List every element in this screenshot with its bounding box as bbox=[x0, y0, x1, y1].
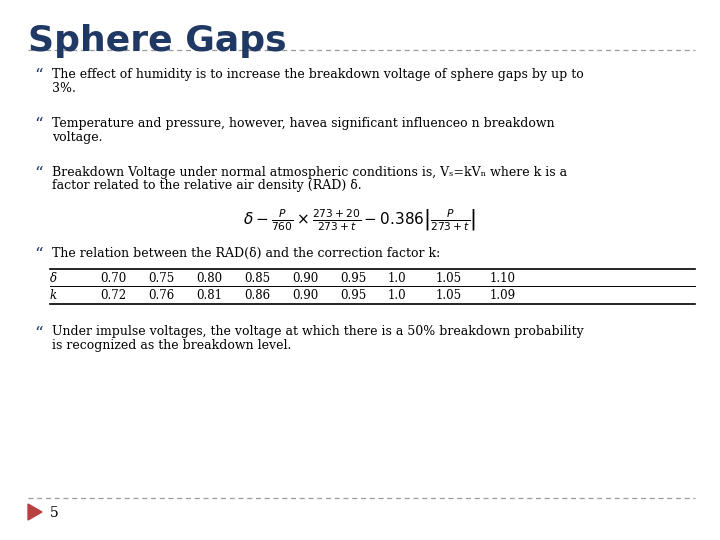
Text: Sphere Gaps: Sphere Gaps bbox=[28, 24, 287, 58]
Text: $\delta - \frac{P}{760} \times \frac{273+20}{273+t} - 0.386\left|\frac{P}{273+t}: $\delta - \frac{P}{760} \times \frac{273… bbox=[243, 207, 477, 233]
Text: 0.75: 0.75 bbox=[148, 272, 174, 285]
Text: 0.95: 0.95 bbox=[340, 289, 366, 302]
Text: “: “ bbox=[34, 246, 42, 263]
Text: 0.90: 0.90 bbox=[292, 272, 318, 285]
Text: The relation between the RAD(δ) and the correction factor k:: The relation between the RAD(δ) and the … bbox=[52, 247, 440, 260]
Text: 0.86: 0.86 bbox=[244, 289, 270, 302]
Text: “: “ bbox=[34, 325, 42, 341]
Text: is recognized as the breakdown level.: is recognized as the breakdown level. bbox=[52, 339, 292, 352]
Text: δ: δ bbox=[50, 272, 57, 285]
Text: Breakdown Voltage under normal atmospheric conditions is, Vₛ=kVₙ where k is a: Breakdown Voltage under normal atmospher… bbox=[52, 166, 567, 179]
Text: “: “ bbox=[34, 116, 42, 133]
Text: 0.70: 0.70 bbox=[100, 272, 126, 285]
Text: 1.09: 1.09 bbox=[490, 289, 516, 302]
Text: 0.90: 0.90 bbox=[292, 289, 318, 302]
Text: voltage.: voltage. bbox=[52, 131, 102, 144]
Text: “: “ bbox=[34, 67, 42, 84]
Text: 1.05: 1.05 bbox=[436, 272, 462, 285]
Text: Under impulse voltages, the voltage at which there is a 50% breakdown probabilit: Under impulse voltages, the voltage at w… bbox=[52, 326, 584, 339]
Text: 3%.: 3%. bbox=[52, 82, 76, 94]
Text: k: k bbox=[50, 289, 57, 302]
Text: 5: 5 bbox=[50, 506, 59, 520]
Text: factor related to the relative air density (RAD) δ.: factor related to the relative air densi… bbox=[52, 179, 361, 192]
Text: 0.76: 0.76 bbox=[148, 289, 174, 302]
Text: 0.72: 0.72 bbox=[100, 289, 126, 302]
Text: 1.05: 1.05 bbox=[436, 289, 462, 302]
Text: Temperature and pressure, however, havea significant influenceo n breakdown: Temperature and pressure, however, havea… bbox=[52, 117, 554, 130]
Text: 0.95: 0.95 bbox=[340, 272, 366, 285]
Text: 0.80: 0.80 bbox=[196, 272, 222, 285]
Text: 1.10: 1.10 bbox=[490, 272, 516, 285]
Text: 0.85: 0.85 bbox=[244, 272, 270, 285]
Text: 0.81: 0.81 bbox=[196, 289, 222, 302]
Text: 1.0: 1.0 bbox=[388, 289, 407, 302]
Text: The effect of humidity is to increase the breakdown voltage of sphere gaps by up: The effect of humidity is to increase th… bbox=[52, 68, 584, 81]
Text: “: “ bbox=[34, 165, 42, 182]
Text: 1.0: 1.0 bbox=[388, 272, 407, 285]
Polygon shape bbox=[28, 504, 42, 520]
